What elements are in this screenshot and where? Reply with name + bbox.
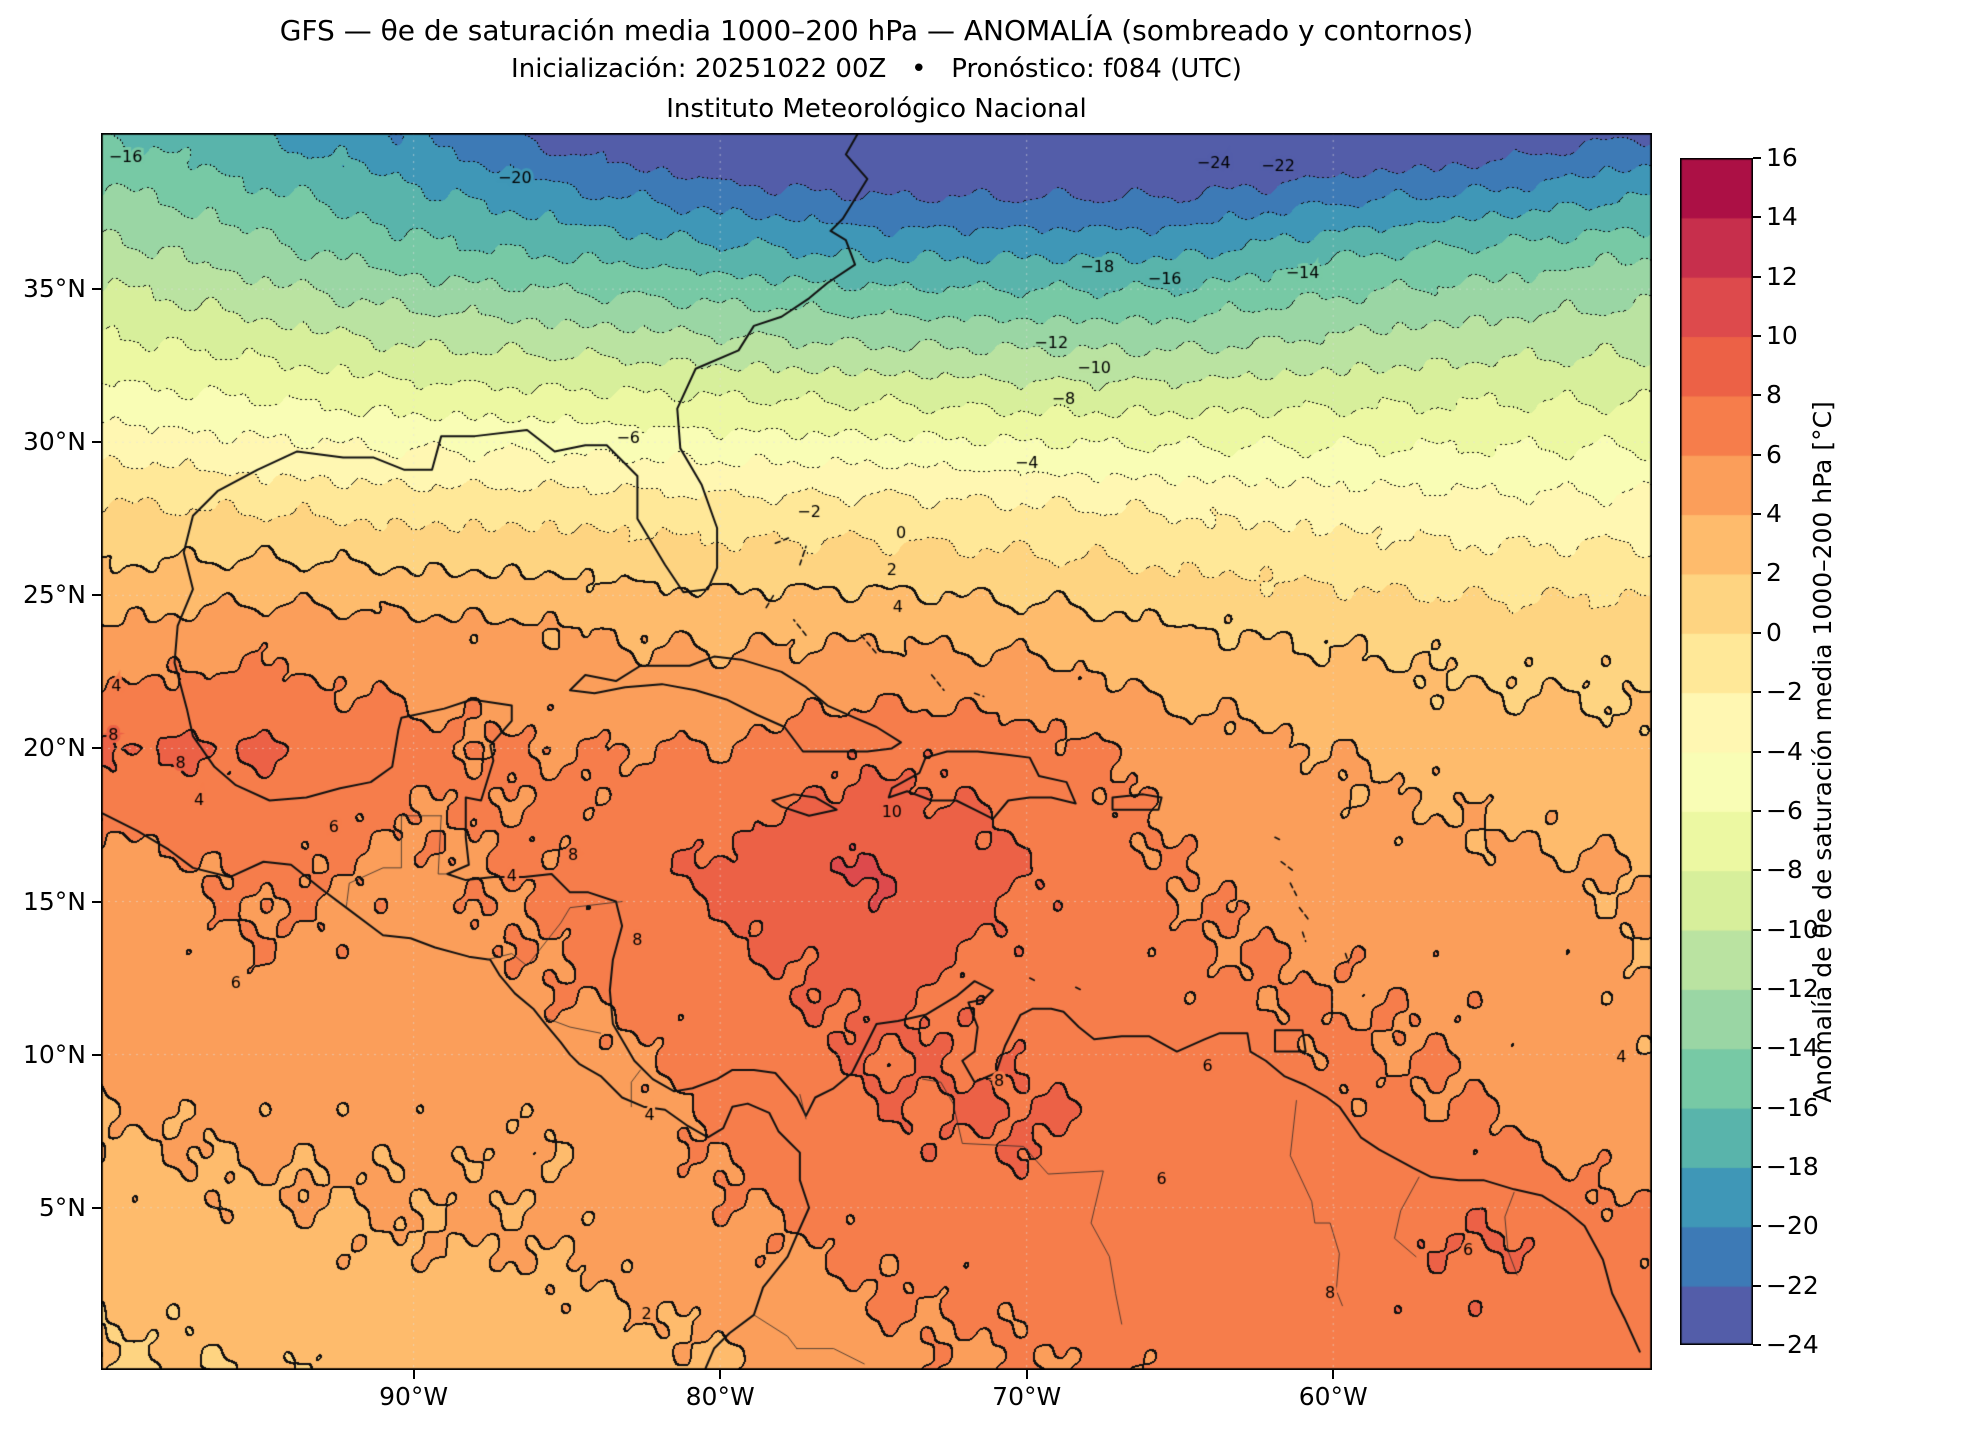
colorbar-tick-mark [1753,157,1761,159]
colorbar-tick-mark [1753,1344,1761,1346]
colorbar-label: Anomalía de θe de saturación media 1000–… [1808,401,1837,1103]
colorbar-tick-label: 0 [1766,617,1782,647]
colorbar-tick-label: −4 [1766,736,1803,766]
colorbar-tick-label: 8 [1766,380,1782,410]
colorbar-tick-label: −6 [1766,795,1803,825]
colorbar-tick-mark [1753,1284,1761,1287]
colorbar-tick-mark [1753,691,1761,694]
colorbar-tick-label: −14 [1766,1033,1819,1063]
colorbar-tick-label: −16 [1766,1092,1819,1122]
y-tick-label: 20°N [22,733,86,763]
colorbar-tick-mark [1753,987,1761,990]
y-tick-mark [92,900,101,903]
colorbar-tick-label: 12 [1766,261,1798,291]
colorbar-tick-label: −18 [1766,1151,1819,1181]
colorbar-tick-mark [1753,631,1761,634]
y-tick-mark [92,594,101,597]
x-tick-label: 60°W [1298,1382,1368,1411]
x-tick-mark [1025,1370,1028,1379]
colorbar-tick-mark [1753,750,1761,753]
colorbar-tick-label: 10 [1766,321,1798,351]
colorbar-tick-label: 4 [1766,499,1782,529]
colorbar-tick-mark [1753,394,1761,397]
anomaly-map-canvas [101,133,1652,1370]
x-tick-mark [1332,1370,1335,1379]
x-tick-label: 70°W [992,1382,1062,1411]
y-tick-label: 25°N [22,580,86,610]
colorbar-tick-label: −8 [1766,855,1803,885]
institution-line: Instituto Meteorológico Nacional [666,94,1087,124]
colorbar-tick-mark [1753,572,1761,575]
y-tick-label: 30°N [22,427,86,457]
colorbar-tick-mark [1753,1106,1761,1109]
colorbar-canvas [1680,158,1753,1345]
colorbar-tick-mark [1753,1165,1761,1168]
colorbar-tick-mark [1753,216,1761,219]
colorbar-tick-mark [1753,335,1761,338]
y-tick-label: 35°N [22,274,86,304]
colorbar-tick-label: −2 [1766,677,1803,707]
colorbar-tick-label: −22 [1766,1270,1819,1300]
x-tick-mark [412,1370,415,1379]
colorbar-tick-label: 16 [1766,143,1798,172]
y-tick-mark [92,747,101,750]
y-tick-mark [92,288,101,291]
colorbar-tick-mark [1753,1225,1761,1228]
colorbar-tick-mark [1753,869,1761,872]
colorbar-tick-mark [1753,809,1761,812]
colorbar-tick-label: 2 [1766,558,1782,588]
colorbar-tick-label: −10 [1766,914,1819,944]
colorbar-tick-label: −24 [1766,1330,1819,1359]
y-tick-mark [92,441,101,444]
colorbar-tick-label: −12 [1766,973,1819,1003]
y-tick-label: 5°N [38,1192,86,1222]
colorbar-tick-mark [1753,275,1761,278]
y-tick-mark [92,1206,101,1209]
y-tick-mark [92,1053,101,1056]
x-tick-label: 90°W [379,1382,449,1411]
page-title: GFS — θe de saturación media 1000–200 hP… [279,14,1474,47]
y-tick-label: 15°N [22,886,86,916]
colorbar-tick-label: −20 [1766,1211,1819,1241]
x-tick-label: 80°W [685,1382,755,1411]
colorbar-tick-label: 6 [1766,439,1782,469]
colorbar-tick-mark [1753,1047,1761,1050]
colorbar-tick-mark [1753,453,1761,456]
y-tick-label: 10°N [22,1039,86,1069]
x-tick-mark [719,1370,722,1379]
colorbar-tick-mark [1753,513,1761,516]
init-forecast-subtitle: Inicialización: 20251022 00Z • Pronóstic… [511,54,1242,84]
colorbar-tick-mark [1753,928,1761,931]
colorbar-tick-label: 14 [1766,202,1798,232]
